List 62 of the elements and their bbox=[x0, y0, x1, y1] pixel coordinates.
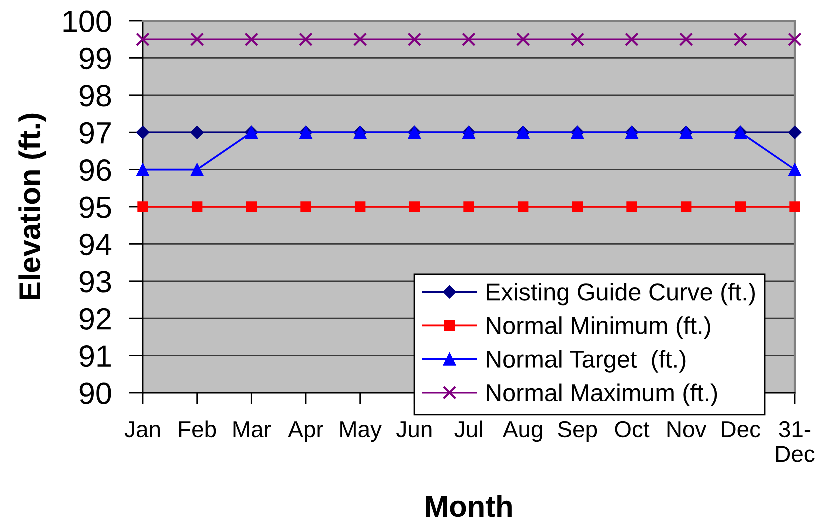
point bbox=[625, 32, 639, 47]
point bbox=[734, 32, 748, 47]
point bbox=[136, 32, 150, 47]
x-axis-title: Month bbox=[426, 495, 512, 518]
point bbox=[408, 32, 422, 47]
point bbox=[735, 202, 746, 212]
point bbox=[626, 202, 638, 212]
legend-label: Existing Guide Curve (ft.) bbox=[487, 283, 756, 306]
x-tick-label: Apr bbox=[288, 422, 324, 442]
point bbox=[299, 32, 313, 47]
y-tick-label: 100 bbox=[64, 10, 112, 32]
x-tick-label: 31-Dec bbox=[776, 421, 815, 462]
point bbox=[244, 32, 259, 47]
point bbox=[680, 202, 692, 212]
y-tick-label: 98 bbox=[80, 85, 112, 107]
x-tick-label: Dec bbox=[722, 422, 760, 438]
point bbox=[138, 202, 148, 212]
point bbox=[136, 126, 150, 140]
y-tick-label: 94 bbox=[80, 234, 112, 256]
point bbox=[464, 202, 474, 212]
legend-label: Normal Maximum (ft.) bbox=[487, 384, 718, 406]
point bbox=[572, 202, 584, 212]
x-tick-label: Sep bbox=[558, 421, 598, 442]
point bbox=[246, 202, 258, 212]
point bbox=[190, 163, 204, 176]
x-tick-label: Mar bbox=[234, 422, 272, 438]
y-axis-title: Elevation (ft.) bbox=[18, 114, 47, 300]
y-tick-label: 90 bbox=[80, 382, 112, 404]
point bbox=[192, 202, 203, 212]
point bbox=[136, 163, 150, 176]
point bbox=[790, 202, 800, 212]
point bbox=[788, 163, 802, 176]
x-tick-label: Feb bbox=[179, 420, 216, 438]
x-tick-label: Jun bbox=[396, 422, 432, 438]
point bbox=[518, 202, 529, 212]
legend-label: Normal Target (ft.) bbox=[487, 350, 686, 373]
legend-label: Normal Minimum (ft.) bbox=[487, 316, 710, 340]
x-tick-label: Jan bbox=[124, 422, 160, 438]
x-tick-label: Nov bbox=[668, 422, 707, 438]
point bbox=[354, 202, 366, 212]
point bbox=[516, 32, 530, 47]
y-tick-label: 99 bbox=[80, 48, 111, 70]
y-tick-label: 93 bbox=[80, 271, 112, 293]
y-tick-label: 95 bbox=[80, 196, 112, 218]
point bbox=[190, 32, 204, 47]
y-tick-label: 97 bbox=[80, 122, 111, 144]
point bbox=[788, 126, 802, 140]
point bbox=[570, 32, 585, 47]
point bbox=[353, 32, 368, 47]
y-tick-label: 96 bbox=[80, 160, 112, 182]
point bbox=[788, 32, 802, 47]
point bbox=[409, 202, 420, 212]
x-tick-label: May bbox=[340, 422, 382, 442]
point bbox=[679, 32, 694, 47]
x-tick-label: Oct bbox=[615, 421, 650, 438]
y-tick-label: 92 bbox=[80, 308, 111, 330]
point bbox=[300, 202, 312, 212]
x-tick-label: Aug bbox=[502, 422, 542, 442]
y-tick-label: 91 bbox=[80, 346, 111, 368]
x-tick-label: Jul bbox=[454, 420, 482, 438]
point bbox=[462, 32, 476, 47]
point bbox=[190, 126, 204, 140]
